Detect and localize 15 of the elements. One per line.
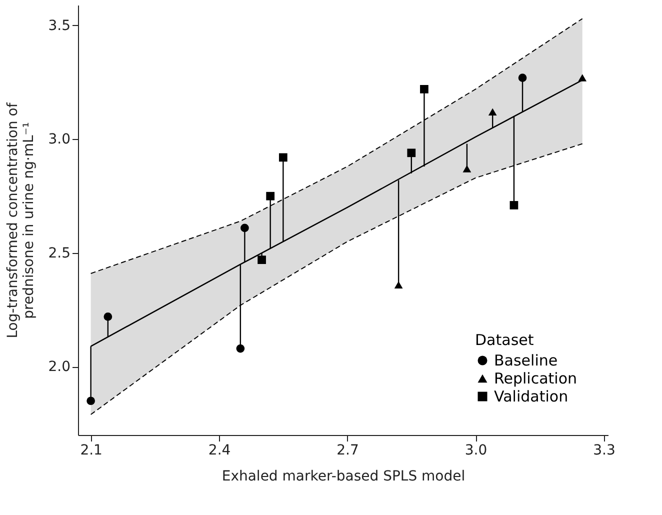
x-axis-title: Exhaled marker-based SPLS model [222,468,466,484]
y-tick-label: 3.5 [48,18,70,34]
x-tick-label: 2.7 [336,442,359,458]
legend-label: Replication [494,370,578,388]
x-tick-label: 2.4 [208,442,231,458]
y-tick-label: 2.5 [48,245,70,262]
y-axis-title: Log-transformed concentration of prednisone in urine ng·mL⁻¹ [5,102,38,338]
x-tick-label: 2.1 [80,442,102,458]
y-tick-label: 2.0 [48,359,70,376]
y-tick-label: 3.0 [48,132,70,148]
legend-label: Validation [494,388,568,406]
legend-label: Baseline [494,352,558,370]
legend-title: Dataset [475,331,534,349]
x-tick-label: 3.3 [593,442,616,458]
x-tick-label: 3.0 [464,442,488,458]
